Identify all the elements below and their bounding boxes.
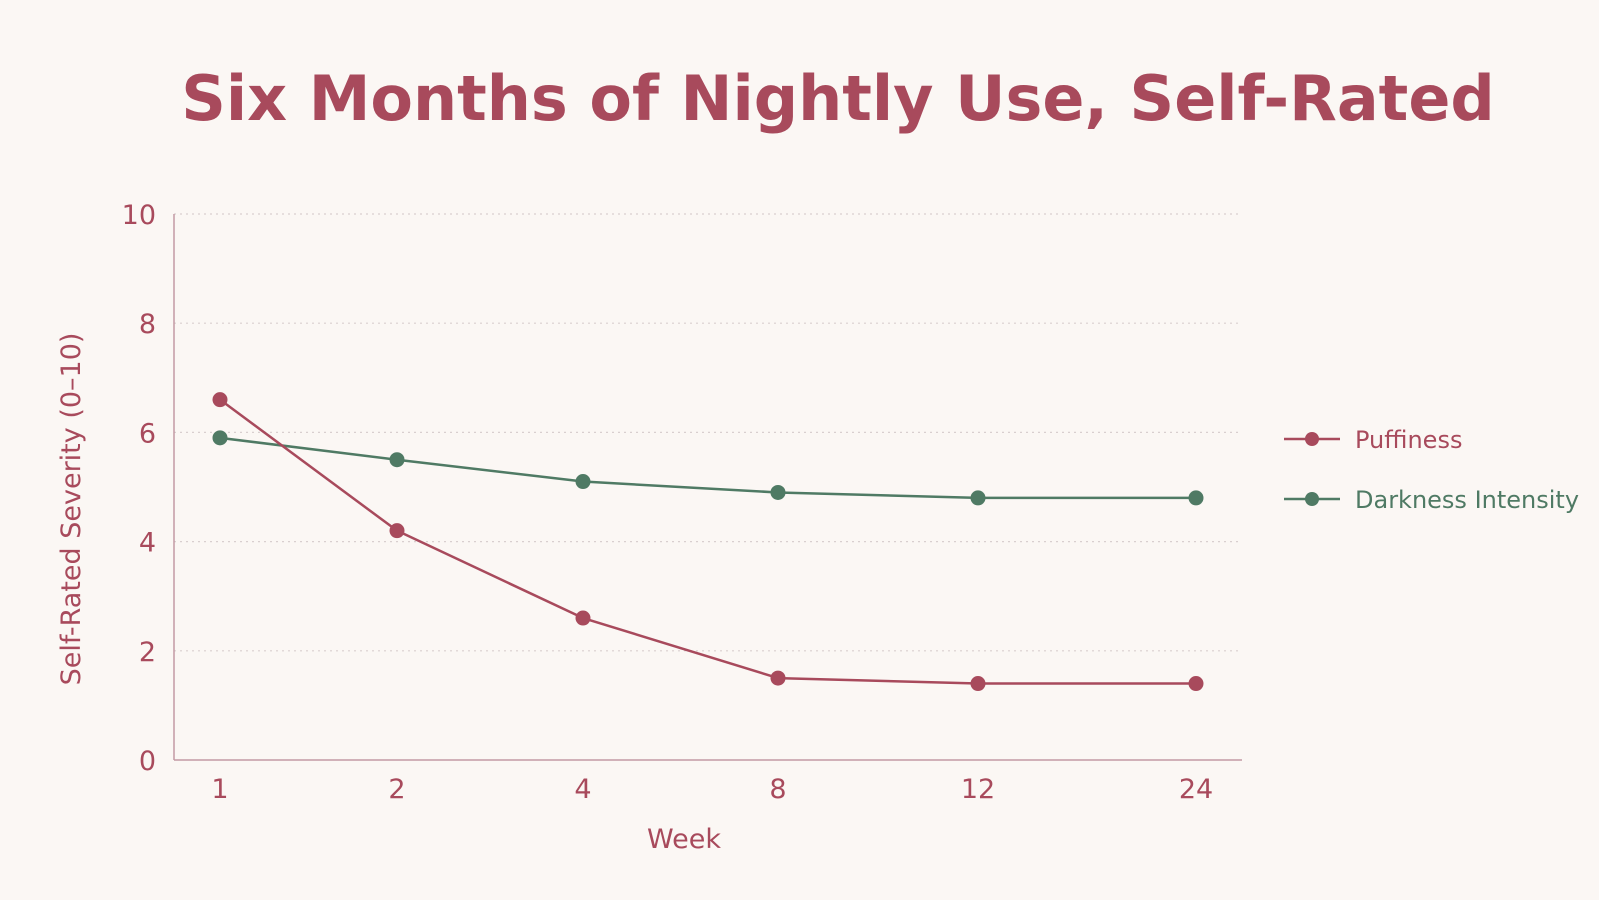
y-tick-label: 6 [139, 418, 156, 449]
series-line-darkness-intensity [218, 436, 1198, 500]
y-tick-labels: 0 2 4 6 8 10 [122, 200, 156, 777]
legend-label: Puffiness [1355, 426, 1462, 454]
y-tick-label: 2 [139, 637, 156, 668]
data-point-puffiness [1188, 676, 1204, 692]
x-tick-label: 4 [574, 774, 591, 805]
x-tick-label: 24 [1179, 774, 1213, 805]
x-tick-label: 12 [961, 774, 995, 805]
y-tick-label: 8 [139, 309, 156, 340]
data-point-puffiness [212, 392, 228, 408]
data-point-darkness-intensity [970, 490, 986, 506]
x-tick-label: 8 [769, 774, 786, 805]
data-point-puffiness [575, 610, 591, 626]
legend: Puffiness Darkness Intensity [1284, 426, 1579, 514]
data-point-puffiness [389, 523, 405, 539]
y-tick-label: 10 [122, 200, 156, 231]
legend-label: Darkness Intensity [1355, 486, 1579, 514]
x-axis-label: Week [647, 824, 721, 855]
data-point-puffiness [770, 670, 786, 686]
series-layer [212, 392, 1204, 692]
chart-title: Six Months of Nightly Use, Self-Rated [181, 62, 1495, 135]
data-point-darkness-intensity [770, 484, 786, 500]
y-axis-label: Self-Rated Severity (0–10) [56, 333, 87, 686]
y-tick-label: 0 [139, 746, 156, 777]
x-tick-labels: 1 2 4 8 12 24 [211, 774, 1213, 805]
data-point-puffiness [970, 676, 986, 692]
grid-lines [174, 213, 1242, 652]
data-point-darkness-intensity [389, 452, 405, 468]
legend-swatch-marker [1305, 492, 1319, 506]
legend-item-puffiness: Puffiness [1284, 426, 1462, 454]
legend-swatch-marker [1305, 432, 1319, 446]
data-point-darkness-intensity [575, 474, 591, 490]
data-point-darkness-intensity [1188, 490, 1204, 506]
x-tick-label: 2 [388, 774, 405, 805]
data-point-darkness-intensity [212, 430, 228, 446]
y-tick-label: 4 [139, 528, 156, 559]
x-tick-label: 1 [211, 774, 228, 805]
series-line-puffiness [218, 398, 1198, 685]
legend-item-darkness-intensity: Darkness Intensity [1284, 486, 1579, 514]
